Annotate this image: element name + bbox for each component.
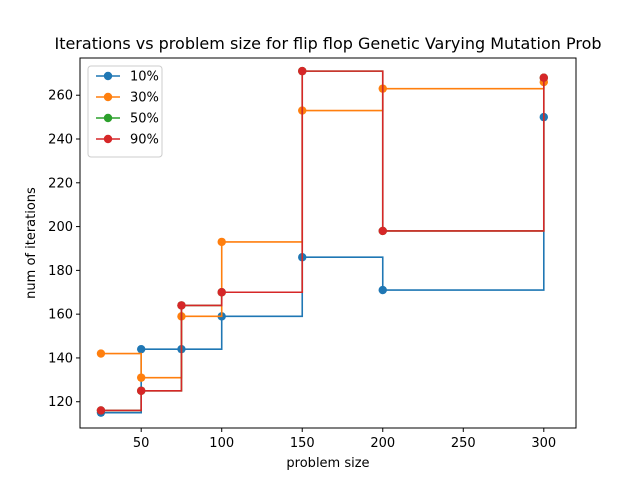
x-axis-title: problem size [286,456,369,471]
data-point [136,373,146,382]
data-point [378,285,387,295]
y-tick-label: 160 [48,308,73,323]
data-point [217,288,226,297]
legend: 10% 30% 50% 90% [87,65,163,158]
data-point [96,349,106,358]
y-tick-label: 200 [48,220,73,235]
y-tick-label: 120 [48,395,73,410]
data-point [539,73,548,82]
data-point [378,226,387,236]
data-point [96,406,106,415]
x-tick-label: 100 [209,436,234,451]
legend-label: 30% [130,91,159,106]
y-tick-label: 220 [48,176,73,191]
y-axis-title: num of iterations [24,187,39,299]
legend-box [87,65,163,158]
y-tick-label: 140 [48,351,73,366]
data-point [217,237,226,247]
data-point [177,301,186,310]
x-tick-label: 50 [133,436,150,451]
legend-label: 10% [130,70,159,85]
plot-area [96,66,548,417]
legend-label: 90% [130,133,159,148]
data-point [136,386,146,395]
chart-title: Iterations vs problem size for flip flop… [54,34,601,53]
y-tick-label: 240 [48,133,73,148]
x-tick-label: 200 [370,436,395,451]
legend-marker [103,71,113,81]
x-tick-label: 250 [451,436,476,451]
y-axis: 120 140 160 180 200 220 240 260 [48,89,80,410]
data-point [136,344,146,354]
y-tick-label: 180 [48,264,73,279]
legend-marker [103,113,113,123]
plot-frame [79,57,577,429]
data-point [298,66,307,76]
legend-marker [103,92,113,102]
x-tick-label: 150 [290,436,315,451]
x-tick-label: 300 [531,436,556,451]
x-axis: 50 100 150 200 250 300 [133,428,556,451]
legend-label: 50% [130,112,159,127]
y-tick-label: 260 [48,89,73,104]
legend-marker [103,134,113,144]
